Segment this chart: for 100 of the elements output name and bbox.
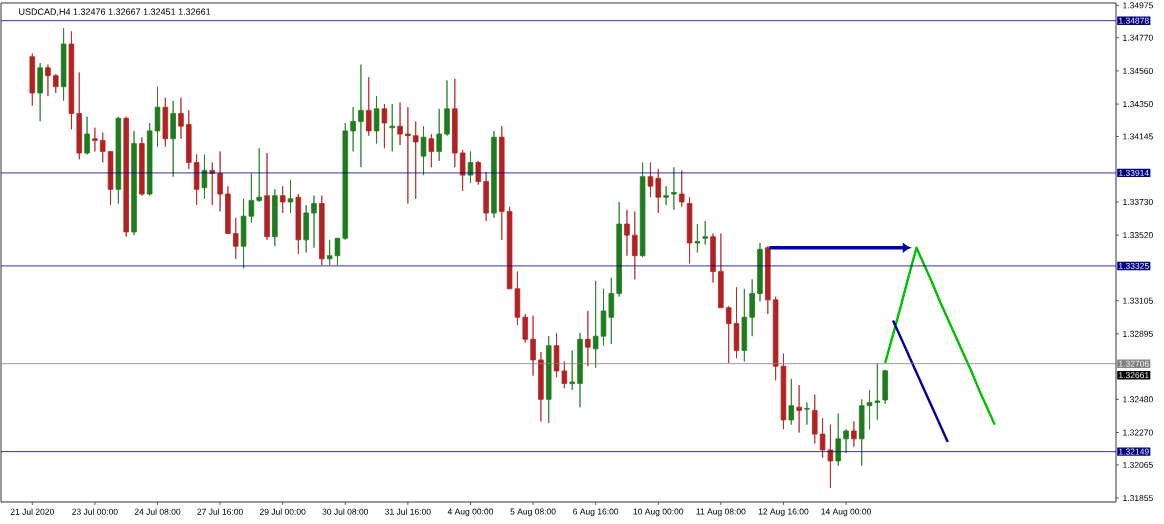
ref-line-label: 1.33914	[1119, 169, 1149, 176]
x-tick-label: 30 Jul 08:00	[322, 508, 369, 515]
candlestick	[436, 108, 442, 162]
x-tick-label: 6 Aug 16:00	[573, 508, 619, 517]
candlestick	[459, 149, 466, 192]
candlestick	[272, 188, 278, 247]
candlestick	[350, 106, 356, 152]
candlestick	[428, 133, 435, 168]
candlestick	[311, 195, 317, 249]
candlestick	[319, 195, 325, 266]
candlestick	[741, 288, 748, 362]
candlestick	[381, 103, 388, 149]
candlestick	[295, 193, 302, 255]
candlestick	[256, 147, 262, 203]
text: USDCAD,H4 1.32476 1.32667 1.32451 1.32661	[19, 8, 211, 16]
y-tick-label: 1.33520	[1123, 232, 1153, 239]
text: 1.32661	[1119, 372, 1149, 379]
candlestick	[624, 209, 630, 257]
y-tick-label: 1.31855	[1123, 495, 1153, 502]
x-tick-label: 10 Aug 00:00	[633, 508, 684, 517]
ref-line-label: 1.32706	[1119, 360, 1149, 367]
candlestick	[639, 162, 646, 258]
candlestick	[843, 428, 849, 454]
y-tick-label: 1.34560	[1123, 67, 1153, 74]
candlestick	[718, 233, 724, 309]
candlestick	[373, 95, 380, 144]
candlestick	[663, 185, 669, 206]
y-tick-label: 1.34770	[1123, 34, 1153, 41]
candlestick	[585, 310, 591, 367]
candlestick	[37, 62, 43, 122]
x-tick-label: 27 Jul 16:00	[197, 508, 243, 515]
candlestick	[68, 31, 75, 130]
candlestick	[107, 151, 114, 206]
candlestick	[99, 132, 106, 163]
candlestick	[366, 76, 372, 137]
candlestick	[538, 351, 544, 422]
x-tick-label: 21 Jul 2020	[10, 508, 54, 515]
x-tick-label: 31 Jul 16:00	[385, 508, 431, 515]
x-tick-label: 23 Jul 00:00	[72, 508, 118, 515]
x-tick-label: 24 Jul 08:00	[134, 508, 181, 515]
candlestick	[232, 217, 239, 260]
y-tick-label: 1.32270	[1123, 429, 1153, 436]
x-tick-label: 12 Aug 16:00	[758, 508, 809, 517]
ref-line-label: 1.34878	[1119, 17, 1149, 24]
y-tick-label: 1.34975	[1123, 2, 1153, 9]
candlestick	[733, 286, 740, 359]
candlestick	[444, 79, 450, 137]
candlestick	[858, 398, 865, 467]
candlestick	[506, 206, 513, 290]
candlestick	[303, 204, 309, 253]
candlestick	[193, 154, 200, 206]
candlestick	[405, 106, 411, 204]
candlestick	[264, 152, 270, 241]
y-tick-label: 1.34350	[1123, 101, 1153, 108]
candlestick	[53, 73, 59, 94]
candlestick	[60, 27, 67, 102]
y-tick-label: 1.32895	[1123, 330, 1153, 337]
ref-line-label: 1.32149	[1119, 448, 1149, 455]
y-tick-label: 1.33730	[1123, 198, 1153, 205]
candlestick	[569, 350, 575, 391]
candlestick	[217, 151, 223, 212]
candlestick	[287, 179, 294, 214]
candlestick	[389, 103, 395, 152]
y-tick-label: 1.33105	[1123, 297, 1153, 304]
x-tick-label: 14 Aug 00:00	[821, 508, 871, 517]
candlestick	[686, 196, 693, 264]
candlestick	[655, 168, 662, 214]
candlestick	[694, 223, 701, 253]
candlestick	[710, 233, 716, 283]
candlestick	[499, 125, 505, 241]
candlestick	[592, 280, 599, 369]
y-tick-label: 1.32480	[1123, 396, 1153, 403]
candlestick	[162, 97, 169, 148]
candlestick	[452, 78, 458, 168]
candlestick	[29, 53, 36, 107]
candlestick	[812, 394, 818, 444]
candlestick	[678, 169, 685, 208]
candlestick	[397, 102, 403, 146]
candlestick	[115, 116, 122, 204]
candlestick	[882, 369, 888, 405]
x-tick-label: 4 Aug 00:00	[447, 508, 494, 517]
x-tick-label: 11 Aug 08:00	[696, 508, 746, 517]
candlestick	[616, 201, 622, 298]
candlestick	[835, 413, 841, 467]
candlestick	[178, 97, 184, 140]
candlestick	[483, 171, 489, 222]
candlestick	[765, 245, 771, 315]
candlestick	[186, 109, 192, 170]
candlestick	[225, 185, 231, 234]
candlestick	[76, 72, 82, 160]
candlestick	[412, 121, 419, 200]
candlestick	[608, 277, 615, 345]
candlestick	[131, 130, 137, 236]
y-tick-label: 1.34145	[1123, 133, 1153, 140]
candlestick	[632, 211, 638, 280]
candlestick	[514, 271, 521, 326]
ref-line-label: 1.33325	[1119, 262, 1149, 269]
candlestick	[827, 424, 834, 489]
candlestick	[491, 130, 497, 219]
candlestick	[420, 125, 427, 176]
